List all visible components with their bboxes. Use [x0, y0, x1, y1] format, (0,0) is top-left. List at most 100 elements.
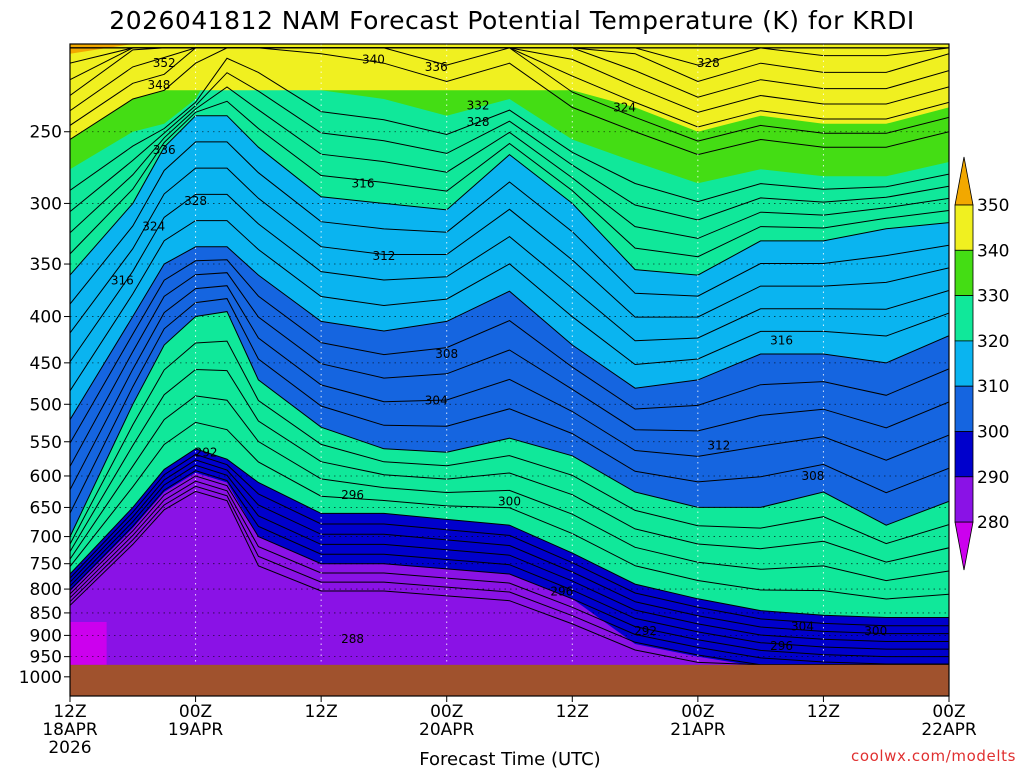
contour-line-8	[70, 272, 949, 467]
x-tick-label-1-1: 19APR	[168, 720, 224, 740]
contour-line-30	[70, 453, 949, 627]
y-tick-label-400: 400	[30, 308, 62, 328]
contour-label-1: 348	[147, 78, 170, 92]
colorbar-bottom-triangle	[954, 521, 974, 571]
contour-line-20	[70, 47, 949, 156]
contour-label-0: 352	[153, 56, 176, 70]
contour-labels: 352 348 340 336 332 328 328 324 336 328 324 316 316 3…	[111, 52, 887, 653]
x-tick-label-3-0: 00Z	[430, 702, 463, 722]
contour-line-0	[70, 448, 949, 618]
contour-line-7	[70, 285, 949, 491]
contour-label-21: 300	[498, 494, 521, 508]
y-tick-label-300: 300	[30, 194, 62, 214]
y-tick-label-700: 700	[30, 528, 62, 548]
x-tick-label-5-1: 21APR	[670, 720, 726, 740]
contour-label-13: 312	[372, 249, 395, 263]
colorbar-segment-320	[954, 295, 974, 342]
colorbar-segment-290	[954, 431, 974, 478]
plot-area	[70, 44, 949, 696]
contour-line-37	[70, 490, 949, 666]
colorbar-label-330: 330	[977, 287, 1009, 307]
y-tick-label-800: 800	[30, 580, 62, 600]
chart-title: 2026041812 NAM Forecast Potential Temper…	[109, 6, 914, 35]
contour-label-16: 304	[425, 393, 448, 407]
contour-label-22: 296	[550, 585, 573, 599]
contour-label-14: 316	[770, 333, 793, 347]
y-tick-label-500: 500	[30, 395, 62, 415]
contour-label-9: 328	[184, 194, 207, 208]
x-axis-label: Forecast Time (UTC)	[419, 749, 600, 768]
contour-label-25: 300	[864, 624, 887, 638]
contour-label-26: 296	[770, 639, 793, 653]
contour-line-12	[70, 193, 949, 363]
ground-surface	[70, 664, 949, 696]
y-tick-label-750: 750	[30, 555, 62, 575]
contour-label-7: 324	[613, 100, 636, 114]
colorbar-segment-310	[954, 340, 974, 387]
colorbar-segment-340	[954, 204, 974, 251]
contour-line-1	[70, 421, 949, 600]
contour-label-3: 336	[425, 60, 448, 74]
theta-band-340-350	[70, 44, 949, 140]
colorbar-segment-300	[954, 385, 974, 432]
contour-line-4	[70, 340, 949, 545]
colorbar-segment-280	[954, 476, 974, 523]
contour-line-19	[70, 57, 949, 203]
contour-line-34	[70, 475, 949, 658]
y-tick-label-850: 850	[30, 604, 62, 624]
contour-label-5: 328	[467, 115, 490, 129]
contour-label-20: 296	[341, 488, 364, 502]
contour-label-24: 304	[791, 620, 814, 634]
x-tick-label-3-1: 20APR	[419, 720, 475, 740]
y-tick-label-1000: 1000	[19, 668, 62, 688]
x-tick-label-7-1: 22APR	[921, 720, 977, 740]
contour-line-17	[70, 86, 949, 239]
x-tick-label-0-1: 18APR	[42, 720, 98, 740]
y-tick-label-900: 900	[30, 626, 62, 646]
contour-line-33	[70, 470, 949, 650]
y-tick-label-650: 650	[30, 498, 62, 518]
x-tick-label-6-0: 12Z	[807, 702, 840, 722]
contour-line-6	[70, 298, 949, 514]
x-tick-label-1-0: 00Z	[179, 702, 212, 722]
contour-label-15: 308	[435, 347, 458, 361]
y-tick-label-550: 550	[30, 433, 62, 453]
colorbar-top-triangle	[954, 156, 974, 206]
contour-label-23: 292	[634, 624, 657, 638]
contour-line-32	[70, 464, 949, 642]
x-tick-label-2-0: 12Z	[305, 702, 338, 722]
x-tick-label-5-0: 00Z	[681, 702, 714, 722]
colorbar-legend: 350 340 330 320 310 300 290 280	[954, 156, 1009, 571]
contour-line-2	[70, 395, 949, 582]
contour-label-18: 308	[802, 469, 825, 483]
y-tick-label-600: 600	[30, 467, 62, 487]
x-tick-label-0-0: 12Z	[53, 702, 86, 722]
theta-band-280-290	[70, 472, 949, 696]
plot-frame	[69, 43, 950, 697]
colorbar-segment-330	[954, 249, 974, 297]
contour-label-6: 328	[697, 56, 720, 70]
colorbar-label-300: 300	[977, 423, 1009, 443]
y-axis: 2503003504004505005506006507007508008509…	[19, 123, 70, 688]
contour-line-21	[70, 47, 949, 142]
colorbar-label-290: 290	[977, 468, 1009, 488]
contour-label-12: 316	[111, 274, 134, 288]
credit-text: coolwx.com/modelts	[851, 747, 1016, 765]
contour-line-18	[70, 72, 949, 221]
contour-line-16	[70, 100, 949, 258]
colorbar-label-310: 310	[977, 377, 1009, 397]
contour-label-8: 336	[153, 143, 176, 157]
colorbar-label-320: 320	[977, 332, 1009, 352]
x-tick-label-0-2: 2026	[48, 738, 91, 758]
y-tick-label-350: 350	[30, 255, 62, 275]
colorbar-label-350: 350	[977, 196, 1009, 216]
contour-label-2: 340	[362, 52, 385, 66]
contour-line-10	[70, 246, 949, 420]
y-tick-label-450: 450	[30, 354, 62, 374]
contour-label-17: 312	[707, 438, 730, 452]
theta-band-below-280	[70, 622, 107, 665]
contour-line-11	[70, 220, 949, 392]
x-tick-label-7-0: 00Z	[932, 702, 965, 722]
